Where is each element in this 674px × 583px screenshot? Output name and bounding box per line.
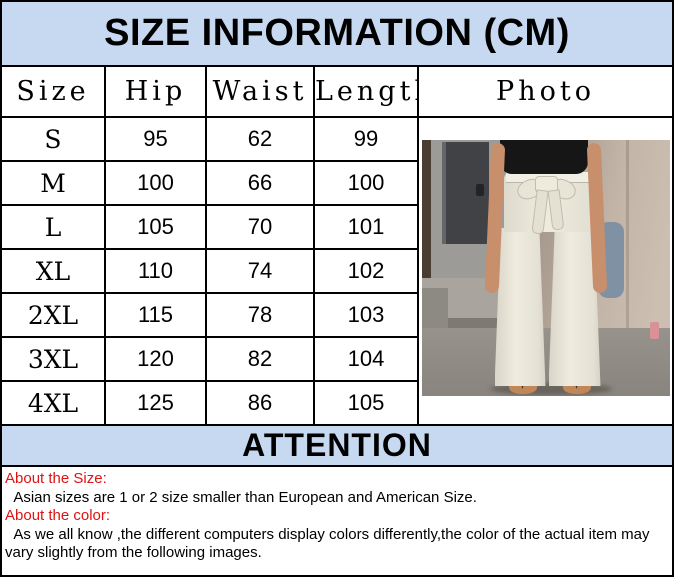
column-header-size: Size xyxy=(0,65,106,118)
length-value: 105 xyxy=(313,380,419,426)
about-color-heading: About the color: xyxy=(5,507,111,525)
length-value: 102 xyxy=(313,248,419,294)
hip-value: 125 xyxy=(104,380,207,426)
column-header-length: Length xyxy=(313,65,419,118)
notes-section: About the Size: Asian sizes are 1 or 2 s… xyxy=(0,465,674,577)
length-value: 100 xyxy=(313,160,419,206)
waist-value: 86 xyxy=(205,380,315,426)
hip-value: 115 xyxy=(104,292,207,338)
table-row: 3XL 120 82 104 xyxy=(0,336,673,382)
waist-value: 66 xyxy=(205,160,315,206)
model-black-top xyxy=(499,140,588,174)
hip-value: 120 xyxy=(104,336,207,382)
size-value: L xyxy=(0,204,106,250)
waist-value: 74 xyxy=(205,248,315,294)
size-information-header: SIZE INFORMATION (CM) xyxy=(0,0,674,67)
hip-value: 100 xyxy=(104,160,207,206)
photo-pink-object xyxy=(649,322,659,339)
photo-dark-pole xyxy=(421,140,431,300)
about-size-text: Asian sizes are 1 or 2 size smaller than… xyxy=(5,488,477,506)
hip-value: 95 xyxy=(104,116,207,162)
size-value: XL xyxy=(0,248,106,294)
table-row: XL 110 74 102 xyxy=(0,248,673,294)
attention-header: ATTENTION xyxy=(0,424,674,467)
column-header-waist: Waist xyxy=(205,65,315,118)
hip-value: 105 xyxy=(104,204,207,250)
column-header-photo: Photo xyxy=(417,65,674,118)
table-row: L 105 70 101 xyxy=(0,204,673,250)
size-table-header-row: Size Hip Waist Length Photo xyxy=(0,65,674,118)
waist-value: 82 xyxy=(205,336,315,382)
size-table: Size Hip Waist Length Photo S 95 62 99 xyxy=(0,65,674,426)
waist-value: 70 xyxy=(205,204,315,250)
size-value: 4XL xyxy=(0,380,106,426)
length-value: 104 xyxy=(313,336,419,382)
attention-title: ATTENTION xyxy=(242,427,432,463)
photo-dark-doorway xyxy=(441,142,489,244)
hip-value: 110 xyxy=(104,248,207,294)
photo-wall-corner xyxy=(625,140,629,332)
page-title: SIZE INFORMATION (CM) xyxy=(104,12,570,54)
column-header-hip: Hip xyxy=(104,65,207,118)
size-value: 3XL xyxy=(0,336,106,382)
length-value: 103 xyxy=(313,292,419,338)
length-value: 101 xyxy=(313,204,419,250)
pants-left-leg xyxy=(494,228,546,386)
table-row: 4XL 125 86 105 xyxy=(0,380,673,426)
length-value: 99 xyxy=(313,116,419,162)
table-row: 2XL 115 78 103 xyxy=(0,292,673,338)
photo-door-handle xyxy=(475,184,484,196)
waist-value: 78 xyxy=(205,292,315,338)
about-color-text: As we all know ,the different computers … xyxy=(5,525,654,562)
photo-asphalt-road xyxy=(421,328,670,396)
product-photo-cell xyxy=(417,116,674,426)
about-size-heading: About the Size: xyxy=(5,470,107,487)
size-value: 2XL xyxy=(0,292,106,338)
size-value: S xyxy=(0,116,106,162)
table-row: M 100 66 100 xyxy=(0,160,673,206)
product-photo xyxy=(421,140,670,396)
size-value: M xyxy=(0,160,106,206)
waist-value: 62 xyxy=(205,116,315,162)
table-row: S 95 62 99 xyxy=(0,116,674,426)
